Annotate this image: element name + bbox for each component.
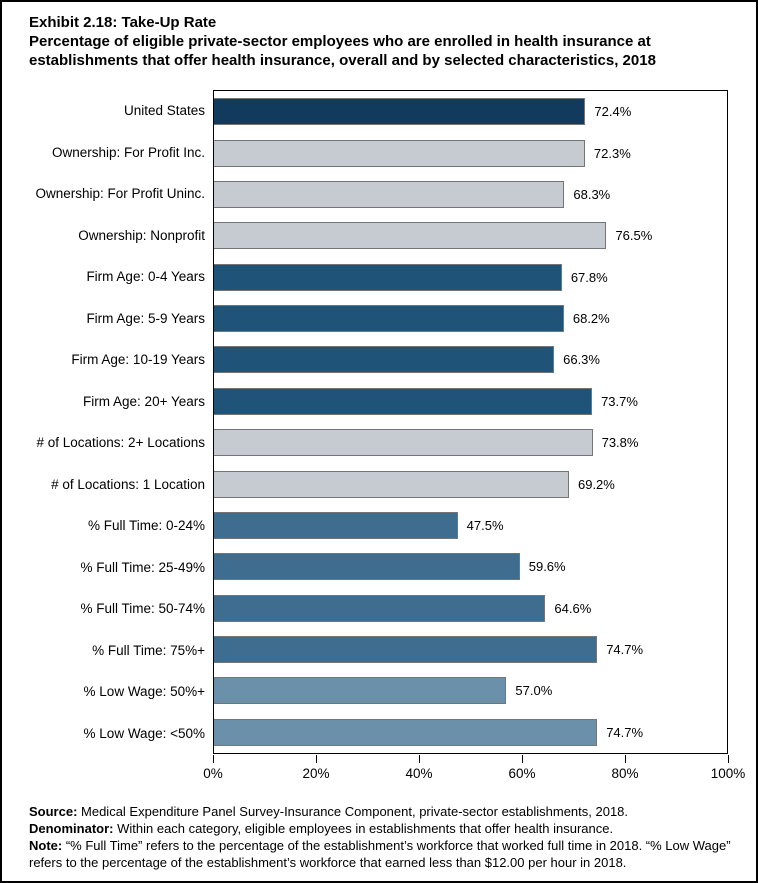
bar [214, 305, 564, 333]
category-label: Ownership: Nonprofit [78, 227, 205, 243]
title-block: Exhibit 2.18: Take-Up Rate Percentage of… [29, 13, 735, 70]
note-label: Note: [29, 838, 63, 853]
category-label: % Full Time: 75%+ [92, 642, 205, 658]
category-label: Firm Age: 20+ Years [83, 393, 205, 409]
x-tick-mark [418, 755, 420, 763]
bar-row: 59.6% [214, 546, 727, 587]
bar-row: 69.2% [214, 463, 727, 504]
category-label: # of Locations: 2+ Locations [36, 435, 206, 451]
bar [214, 98, 586, 126]
bar-row: 74.7% [214, 629, 727, 670]
bar-value-label: 76.5% [615, 228, 653, 244]
x-tick-mark [212, 755, 214, 763]
bar-row: 74.7% [214, 712, 727, 753]
bar [214, 429, 593, 457]
denominator-text: Within each category, eligible employees… [113, 821, 614, 836]
category-label: Firm Age: 0-4 Years [86, 269, 205, 285]
bar-value-label: 68.3% [573, 186, 611, 202]
bar-row: 66.3% [214, 339, 727, 380]
plot-area: 72.4% 72.3% 68.3% 76.5% 67.8% 68.2% 66.3% 73.7%… [213, 90, 728, 754]
x-tick-label: 40% [405, 766, 433, 781]
bar [214, 718, 598, 746]
category-label: Ownership: For Profit Uninc. [35, 186, 205, 202]
x-tick-label: 20% [302, 766, 330, 781]
bar-value-label: 47.5% [466, 517, 504, 533]
x-tick-mark [727, 755, 729, 763]
bar [214, 470, 569, 498]
x-axis: 0% 20% 40% 60% 80% 100% [203, 755, 745, 791]
bar [214, 511, 458, 539]
bar-value-label: 66.3% [563, 352, 600, 368]
bar [214, 180, 565, 208]
bar-value-label: 67.8% [570, 269, 608, 285]
category-label: Firm Age: 10-19 Years [71, 352, 205, 368]
category-label: # of Locations: 1 Location [51, 476, 205, 492]
bar-row: 47.5% [214, 505, 727, 546]
footer-notes: Source: Medical Expenditure Panel Survey… [29, 803, 741, 871]
bar-value-label: 74.7% [606, 724, 644, 740]
bar-row: 73.8% [214, 422, 727, 463]
footnote: Note: “% Full Time” refers to the percen… [29, 837, 741, 871]
category-label: Ownership: For Profit Inc. [51, 144, 205, 160]
bar [214, 222, 607, 250]
bar-value-label: 73.7% [601, 393, 638, 409]
bar-row: 72.4% [214, 91, 727, 132]
bar-value-label: 73.8% [601, 435, 639, 451]
bar [214, 636, 598, 664]
source-note: Source: Medical Expenditure Panel Survey… [29, 803, 741, 820]
source-text: Medical Expenditure Panel Survey-Insuran… [77, 804, 629, 819]
bar-value-label: 59.6% [528, 559, 566, 575]
bar-row: 76.5% [214, 215, 727, 256]
bar-value-label: 64.6% [554, 600, 592, 616]
bar [214, 263, 562, 291]
x-tick-label: 0% [203, 766, 223, 781]
x-tick-label: 60% [508, 766, 536, 781]
source-label: Source: [29, 804, 78, 819]
bar-row: 68.3% [214, 174, 727, 215]
denominator-label: Denominator: [29, 821, 114, 836]
category-axis-labels: United States Ownership: For Profit Inc. O… [6, 90, 205, 754]
bar-row: 57.0% [214, 670, 727, 711]
bar [214, 677, 507, 705]
denominator-note: Denominator: Within each category, eligi… [29, 820, 741, 837]
category-label: % Full Time: 0-24% [87, 518, 205, 534]
exhibit-subtitle: Percentage of eligible private-sector em… [29, 33, 656, 69]
bar [214, 346, 555, 374]
bar-value-label: 72.3% [593, 145, 631, 161]
bar [214, 139, 585, 167]
bar [214, 387, 593, 415]
bar-value-label: 74.7% [606, 642, 644, 658]
bar-row: 67.8% [214, 257, 727, 298]
category-label: % Full Time: 50-74% [80, 601, 205, 617]
x-tick-label: 80% [611, 766, 639, 781]
category-label: % Low Wage: 50%+ [83, 684, 205, 700]
bar-row: 73.7% [214, 381, 727, 422]
bar [214, 594, 546, 622]
bar-value-label: 57.0% [515, 683, 553, 699]
plot-rows: 72.4% 72.3% 68.3% 76.5% 67.8% 68.2% 66.3% 73.7%… [214, 91, 727, 753]
note-text: “% Full Time” refers to the percentage o… [29, 838, 731, 870]
exhibit-title: Exhibit 2.18: Take-Up Rate [29, 14, 217, 31]
x-tick-mark [315, 755, 317, 763]
category-label: Firm Age: 5-9 Years [86, 310, 205, 326]
category-label: % Low Wage: <50% [83, 725, 205, 741]
bar-value-label: 69.2% [577, 476, 615, 492]
bar-value-label: 72.4% [594, 104, 632, 120]
bar [214, 553, 520, 581]
bar-row: 64.6% [214, 588, 727, 629]
category-label: % Full Time: 25-49% [80, 559, 205, 575]
x-tick-mark [624, 755, 626, 763]
x-tick-label: 100% [710, 766, 746, 781]
bar-value-label: 68.2% [572, 311, 610, 327]
category-label: United States [123, 103, 205, 119]
bar-row: 72.3% [214, 132, 727, 173]
bar-row: 68.2% [214, 298, 727, 339]
x-tick-mark [521, 755, 523, 763]
